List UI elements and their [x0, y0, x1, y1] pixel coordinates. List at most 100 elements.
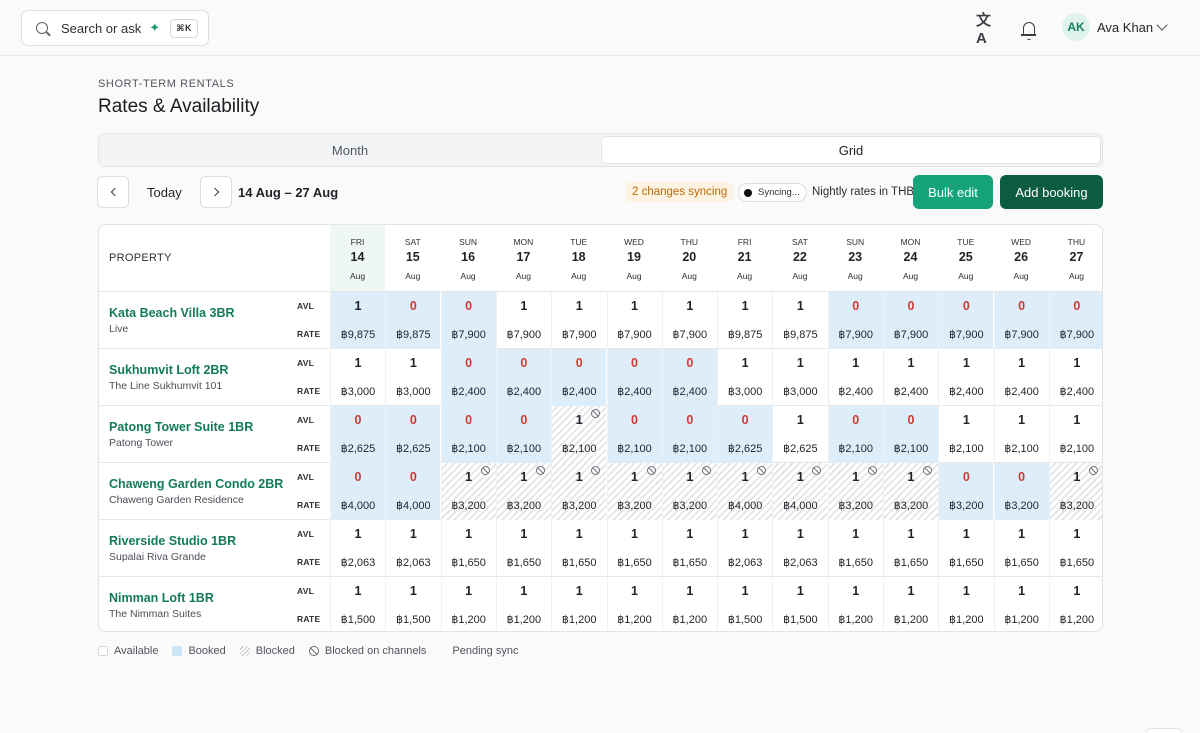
grid-cell[interactable]: 1 ฿7,900: [551, 292, 606, 349]
grid-cell[interactable]: 0 ฿7,900: [938, 292, 994, 349]
rate-value[interactable]: ฿1,650: [672, 557, 708, 569]
rate-value[interactable]: ฿1,200: [893, 614, 929, 626]
availability-value[interactable]: 1: [1073, 527, 1081, 541]
rate-value[interactable]: ฿1,650: [1004, 557, 1039, 569]
availability-value[interactable]: 1: [962, 413, 970, 427]
grid-cell[interactable]: 0 ฿2,400: [440, 349, 496, 406]
rate-value[interactable]: ฿1,200: [949, 614, 984, 626]
availability-value[interactable]: 1: [686, 584, 694, 598]
rate-value[interactable]: ฿2,625: [396, 443, 431, 455]
availability-value[interactable]: 0: [465, 356, 473, 370]
availability-value[interactable]: 0: [520, 356, 528, 370]
grid-cell[interactable]: 0 ฿2,100: [495, 406, 551, 463]
availability-value[interactable]: 0: [354, 413, 362, 427]
availability-value[interactable]: 1: [631, 584, 638, 598]
availability-value[interactable]: 1: [409, 584, 417, 598]
grid-cell[interactable]: 1 ฿2,100: [1048, 406, 1102, 463]
availability-value[interactable]: 1: [631, 527, 638, 541]
rate-value[interactable]: ฿2,100: [451, 443, 486, 455]
rate-value[interactable]: ฿1,200: [838, 614, 873, 626]
add-booking-button[interactable]: Add booking: [1000, 175, 1103, 209]
rate-value[interactable]: ฿1,650: [561, 557, 597, 569]
availability-value[interactable]: 1: [907, 356, 915, 370]
corner-widget[interactable]: [1146, 728, 1182, 733]
grid-cell[interactable]: 1 ฿3,200: [495, 463, 551, 520]
grid-cell[interactable]: 0 ฿4,000: [385, 463, 441, 520]
rate-value[interactable]: ฿2,063: [783, 557, 818, 569]
rate-value[interactable]: ฿2,400: [561, 386, 597, 398]
availability-value[interactable]: 0: [852, 299, 860, 313]
grid-cell[interactable]: 1 ฿1,200: [827, 577, 883, 631]
availability-value[interactable]: 1: [741, 584, 749, 598]
grid-cell[interactable]: 0 ฿7,900: [883, 292, 938, 349]
grid-cell[interactable]: 1 ฿1,650: [883, 520, 938, 577]
rate-value[interactable]: ฿2,400: [893, 386, 929, 398]
rate-value[interactable]: ฿1,200: [672, 614, 708, 626]
rate-value[interactable]: ฿3,000: [783, 386, 818, 398]
availability-value[interactable]: 0: [907, 299, 915, 313]
search-box[interactable]: Search or ask ✦ ⌘K: [21, 10, 209, 46]
grid-cell[interactable]: 1 ฿1,650: [551, 520, 606, 577]
grid-cell[interactable]: 0 ฿7,900: [440, 292, 496, 349]
availability-value[interactable]: 1: [962, 527, 970, 541]
grid-cell[interactable]: 0 ฿2,625: [717, 406, 773, 463]
grid-cell[interactable]: 0 ฿2,100: [827, 406, 883, 463]
property-name-link[interactable]: Nimman Loft 1BR: [109, 591, 214, 605]
grid-cell[interactable]: 1 ฿7,900: [606, 292, 662, 349]
rate-value[interactable]: ฿2,400: [672, 386, 708, 398]
availability-value[interactable]: 1: [1073, 470, 1081, 484]
availability-value[interactable]: 1: [686, 470, 694, 484]
availability-value[interactable]: 0: [1073, 299, 1081, 313]
rate-value[interactable]: ฿3,200: [1059, 500, 1095, 512]
grid-cell[interactable]: 1 ฿2,063: [717, 520, 772, 577]
rate-value[interactable]: ฿3,200: [949, 500, 984, 512]
grid-cell[interactable]: 1 ฿1,200: [440, 577, 496, 631]
grid-cell[interactable]: 1 ฿2,400: [1048, 349, 1102, 406]
grid-cell[interactable]: 1 ฿1,200: [551, 577, 606, 631]
rate-value[interactable]: ฿1,500: [727, 614, 763, 626]
rate-value[interactable]: ฿2,100: [893, 443, 929, 455]
rate-value[interactable]: ฿2,100: [1004, 443, 1039, 455]
availability-value[interactable]: 1: [907, 584, 915, 598]
rate-value[interactable]: ฿1,650: [1059, 557, 1095, 569]
rate-value[interactable]: ฿1,200: [506, 614, 542, 626]
grid-cell[interactable]: 0 ฿2,100: [606, 406, 662, 463]
availability-value[interactable]: 0: [741, 413, 749, 427]
grid-cell[interactable]: 1 ฿2,063: [772, 520, 827, 577]
rate-value[interactable]: ฿1,500: [340, 614, 376, 626]
grid-cell[interactable]: 1 ฿1,200: [993, 577, 1049, 631]
property-name-link[interactable]: Riverside Studio 1BR: [109, 534, 237, 548]
translate-icon[interactable]: 文A: [976, 12, 992, 47]
rate-value[interactable]: ฿7,900: [617, 329, 652, 341]
grid-cell[interactable]: 1 ฿3,200: [551, 463, 607, 520]
grid-cell[interactable]: 0 ฿9,875: [385, 292, 441, 349]
availability-value[interactable]: 1: [852, 356, 860, 370]
grid-cell[interactable]: 1 ฿2,063: [330, 520, 385, 577]
availability-value[interactable]: 1: [1073, 584, 1081, 598]
grid-cell[interactable]: 1 ฿1,200: [495, 577, 551, 631]
grid-cell[interactable]: 1 ฿2,400: [993, 349, 1049, 406]
rate-value[interactable]: ฿1,200: [1004, 614, 1039, 626]
availability-value[interactable]: 1: [796, 413, 804, 427]
grid-cell[interactable]: 1 ฿1,500: [772, 577, 827, 631]
availability-value[interactable]: 0: [409, 413, 417, 427]
rate-value[interactable]: ฿9,875: [340, 329, 376, 341]
grid-cell[interactable]: 1 ฿9,875: [330, 292, 385, 349]
availability-value[interactable]: 1: [962, 584, 970, 598]
grid-cell[interactable]: 0 ฿2,625: [330, 406, 385, 463]
grid-cell[interactable]: 1 ฿3,200: [827, 463, 883, 520]
availability-value[interactable]: 1: [907, 527, 915, 541]
availability-value[interactable]: 1: [631, 470, 638, 484]
availability-value[interactable]: 0: [686, 413, 694, 427]
rate-value[interactable]: ฿1,200: [561, 614, 597, 626]
rate-value[interactable]: ฿2,100: [1059, 443, 1095, 455]
grid-cell[interactable]: 1 ฿2,625: [772, 406, 827, 463]
grid-cell[interactable]: 1 ฿3,200: [440, 463, 496, 520]
availability-value[interactable]: 1: [520, 584, 528, 598]
availability-value[interactable]: 0: [520, 413, 528, 427]
grid-cell[interactable]: 1 ฿1,650: [661, 520, 717, 577]
rate-value[interactable]: ฿2,400: [506, 386, 542, 398]
rate-value[interactable]: ฿3,200: [617, 500, 652, 512]
availability-value[interactable]: 0: [409, 299, 417, 313]
rate-value[interactable]: ฿3,200: [451, 500, 486, 512]
